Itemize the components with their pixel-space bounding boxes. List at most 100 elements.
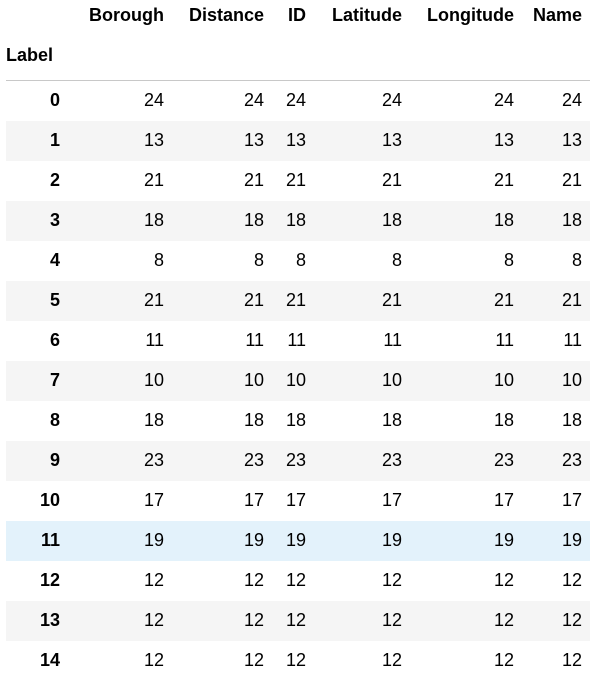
cell-borough: 12	[143, 650, 164, 670]
cell-borough: 23	[143, 450, 164, 470]
cell-distance: 12	[243, 610, 264, 630]
cell-distance: 19	[243, 530, 264, 550]
cell-latitude: 10	[381, 370, 402, 390]
cell-distance: 24	[243, 90, 264, 111]
cell-id: 21	[285, 290, 306, 310]
cell-latitude: 23	[381, 450, 402, 470]
cell-distance: 11	[245, 330, 264, 350]
table-row: 0 24 24 24 24 24 24	[6, 81, 590, 121]
cell-longitude: 12	[493, 570, 514, 590]
cell-id: 19	[285, 530, 306, 550]
table-row: 12 12 12 12 12 12 12	[6, 561, 590, 601]
row-index-label: 5	[49, 290, 60, 310]
row-index-label: 7	[49, 370, 60, 390]
cell-name: 24	[561, 90, 582, 111]
cell-latitude: 18	[381, 210, 402, 230]
cell-longitude: 21	[493, 290, 514, 310]
cell-name: 17	[561, 490, 582, 510]
cell-borough: 8	[153, 250, 164, 270]
cell-distance: 18	[243, 410, 264, 430]
table-row: 5 21 21 21 21 21 21	[6, 280, 590, 321]
cell-id: 10	[285, 370, 306, 390]
cell-longitude: 19	[493, 530, 514, 550]
cell-longitude: 13	[493, 130, 514, 150]
cell-name: 12	[561, 610, 582, 630]
cell-name: 13	[561, 130, 582, 150]
row-index-label: 11	[40, 530, 60, 550]
table-row: 8 18 18 18 18 18 18	[6, 401, 590, 441]
cell-distance: 10	[243, 370, 264, 390]
column-header-row: Borough Distance ID Latitude Longitude N…	[6, 0, 590, 30]
cell-id: 17	[285, 490, 306, 510]
table-row: 14 12 12 12 12 12 12	[6, 641, 590, 681]
cell-longitude: 23	[493, 450, 514, 470]
cell-latitude: 11	[383, 330, 402, 350]
cell-id: 24	[285, 90, 306, 111]
column-header-borough: Borough	[89, 4, 164, 25]
cell-borough: 11	[145, 330, 164, 350]
table-row: 10 17 17 17 17 17 17	[6, 481, 590, 521]
index-header-row: Label	[6, 30, 590, 81]
cell-borough: 12	[143, 610, 164, 630]
cell-distance: 8	[253, 250, 264, 270]
row-index-label: 4	[49, 250, 60, 270]
header-corner	[6, 0, 68, 30]
cell-borough: 18	[143, 210, 164, 230]
cell-name: 21	[561, 290, 582, 310]
cell-latitude: 21	[381, 290, 402, 310]
cell-id: 8	[295, 250, 306, 270]
cell-longitude: 12	[493, 650, 514, 670]
table-row: 11 19 19 19 19 19 19	[6, 520, 590, 561]
index-header-empty-cell	[522, 30, 590, 81]
index-header-empty-cell	[68, 30, 172, 81]
cell-id: 12	[285, 610, 306, 630]
table-row: 1 13 13 13 13 13 13	[6, 120, 590, 161]
cell-longitude: 11	[495, 330, 514, 350]
cell-longitude: 24	[493, 90, 514, 111]
cell-longitude: 18	[493, 410, 514, 430]
row-index-label: 0	[49, 90, 60, 111]
row-index-label: 13	[39, 610, 60, 630]
column-header-id: ID	[288, 4, 306, 25]
table-row: 4 8 8 8 8 8 8	[6, 241, 590, 281]
index-header-empty-cell	[172, 30, 272, 81]
table-row: 6 11 11 11 11 11 11	[6, 321, 590, 361]
cell-distance: 23	[243, 450, 264, 470]
cell-latitude: 12	[381, 650, 402, 670]
cell-latitude: 12	[381, 570, 402, 590]
cell-longitude: 17	[493, 490, 514, 510]
table-row: 3 18 18 18 18 18 18	[6, 200, 590, 241]
cell-longitude: 12	[493, 610, 514, 630]
table-header: Borough Distance ID Latitude Longitude N…	[6, 0, 590, 81]
cell-borough: 10	[143, 370, 164, 390]
column-header-name: Name	[532, 4, 582, 25]
cell-borough: 12	[143, 570, 164, 590]
cell-name: 11	[563, 330, 582, 350]
dataframe-table: Borough Distance ID Latitude Longitude N…	[6, 0, 590, 681]
table-row: 7 10 10 10 10 10 10	[6, 360, 590, 401]
cell-borough: 17	[143, 490, 164, 510]
cell-id: 18	[285, 210, 306, 230]
cell-id: 21	[285, 170, 306, 190]
cell-name: 21	[561, 170, 582, 190]
cell-latitude: 17	[381, 490, 402, 510]
cell-id: 12	[285, 570, 306, 590]
row-index-label: 1	[49, 130, 60, 150]
column-header-latitude: Latitude	[332, 4, 402, 25]
table-body: 0 24 24 24 24 24 24 1 13 13 13 13 13 13 2 21 21 21 21 21 21 3…	[6, 81, 590, 681]
cell-name: 12	[561, 650, 582, 670]
row-index-label: 9	[49, 450, 60, 470]
cell-name: 8	[571, 250, 582, 270]
cell-latitude: 8	[391, 250, 402, 270]
cell-longitude: 18	[493, 210, 514, 230]
cell-borough: 13	[143, 130, 164, 150]
cell-name: 10	[561, 370, 582, 390]
row-index-label: 14	[39, 650, 60, 670]
cell-latitude: 24	[381, 90, 402, 111]
cell-latitude: 12	[381, 610, 402, 630]
row-index-label: 3	[49, 210, 60, 230]
cell-id: 13	[285, 130, 306, 150]
cell-latitude: 21	[381, 170, 402, 190]
table-row: 9 23 23 23 23 23 23	[6, 440, 590, 481]
